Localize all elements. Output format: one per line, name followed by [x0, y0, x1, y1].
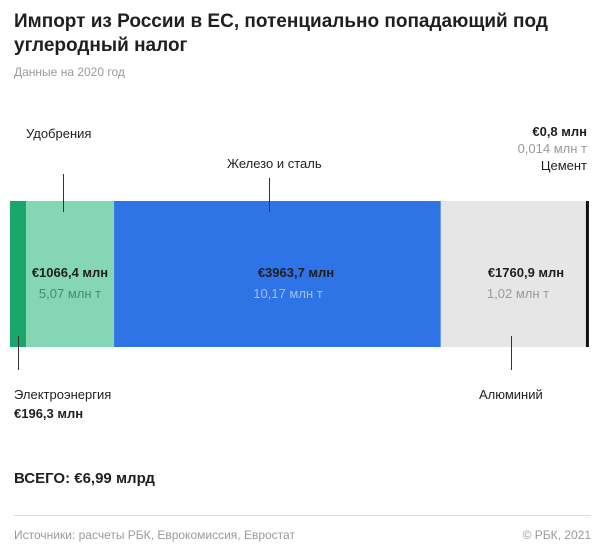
chart-title: Импорт из России в ЕС, потенциально попа… [14, 11, 548, 56]
segment-electricity [10, 201, 27, 347]
label-aluminium: Алюминий [479, 387, 543, 402]
label-iron-steel: Железо и сталь [227, 156, 322, 171]
bar-value-aluminium: €1760,9 млн [487, 265, 565, 280]
footer-copyright: © РБК, 2021 [522, 528, 591, 542]
bar-volume-fertilizers: 5,07 млн т [38, 286, 102, 301]
bar-value-iron-steel: €3963,7 млн [257, 265, 335, 280]
bar-value-fertilizers: €1066,4 млн [31, 265, 109, 280]
label-cement-value: €0,8 млн [532, 124, 587, 139]
label-cement: Цемент [540, 158, 587, 173]
segment-cement [585, 201, 589, 347]
segment-fertilizers [26, 201, 115, 347]
footer-divider [14, 515, 591, 516]
bar-volume-aluminium: 1,02 млн т [486, 286, 550, 301]
label-electricity: Электроэнергия [14, 387, 112, 402]
footer-sources: Источники: расчеты РБК, Еврокомиссия, Ев… [14, 528, 295, 542]
label-cement-volume: 0,014 млн т [517, 141, 587, 156]
segment-aluminium [440, 201, 586, 347]
total-label: ВСЕГО: €6,99 млрд [14, 470, 155, 487]
chart-subtitle: Данные на 2020 год [14, 65, 125, 79]
label-fertilizers: Удобрения [26, 126, 92, 141]
bar-volume-iron-steel: 10,17 млн т [253, 286, 323, 301]
label-electricity-value: €196,3 млн [14, 406, 84, 421]
segment-iron-steel [114, 201, 441, 347]
